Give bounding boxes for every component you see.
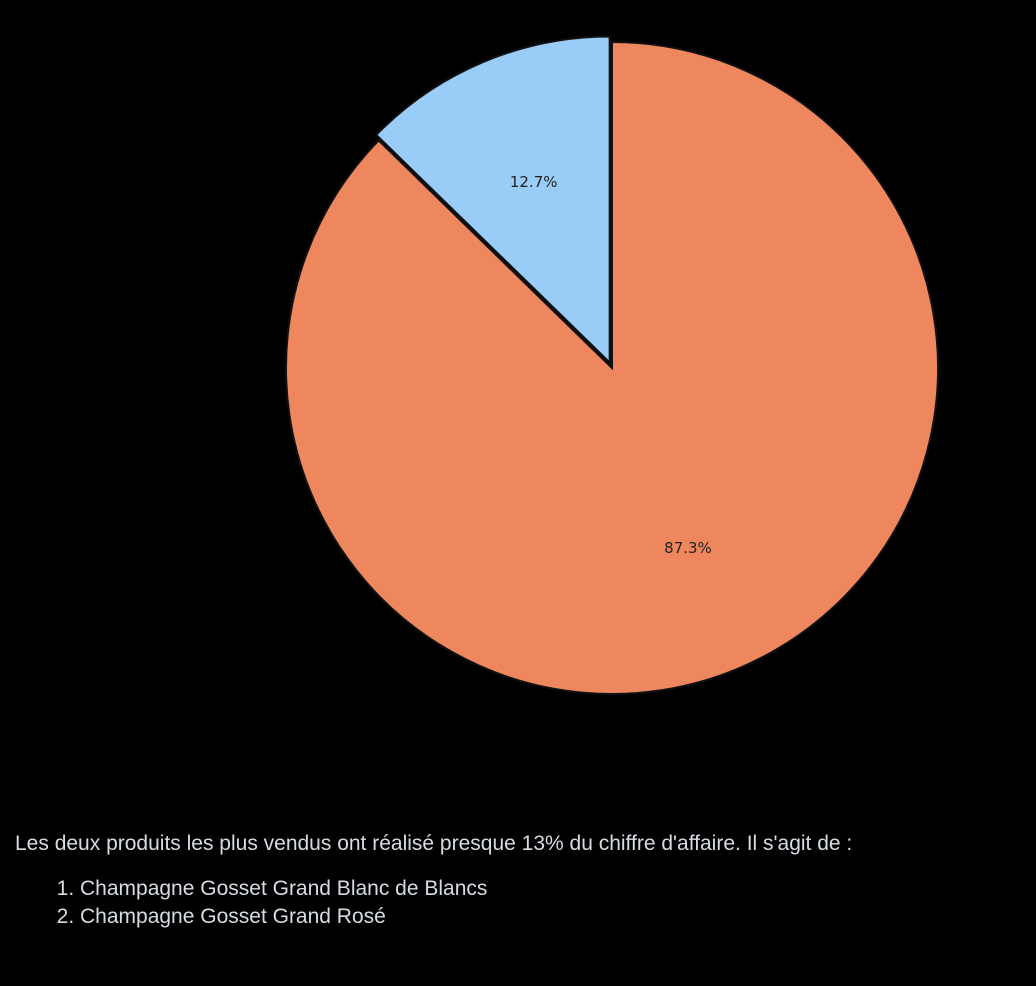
list-item: Champagne Gosset Grand Blanc de Blancs [80, 875, 1025, 903]
pie-slice [374, 35, 611, 365]
list-item: Champagne Gosset Grand Rosé [80, 903, 1025, 931]
summary-notes: Les deux produits les plus vendus ont ré… [15, 830, 1025, 931]
pie-chart: 12.7% 87.3% [285, 35, 939, 695]
slice-percent-label: 87.3% [664, 539, 712, 557]
summary-text: Les deux produits les plus vendus ont ré… [15, 832, 853, 855]
pie-slice [285, 40, 939, 695]
product-list: Champagne Gosset Grand Blanc de Blancs C… [15, 875, 1025, 931]
slice-percent-label: 12.7% [510, 173, 558, 191]
